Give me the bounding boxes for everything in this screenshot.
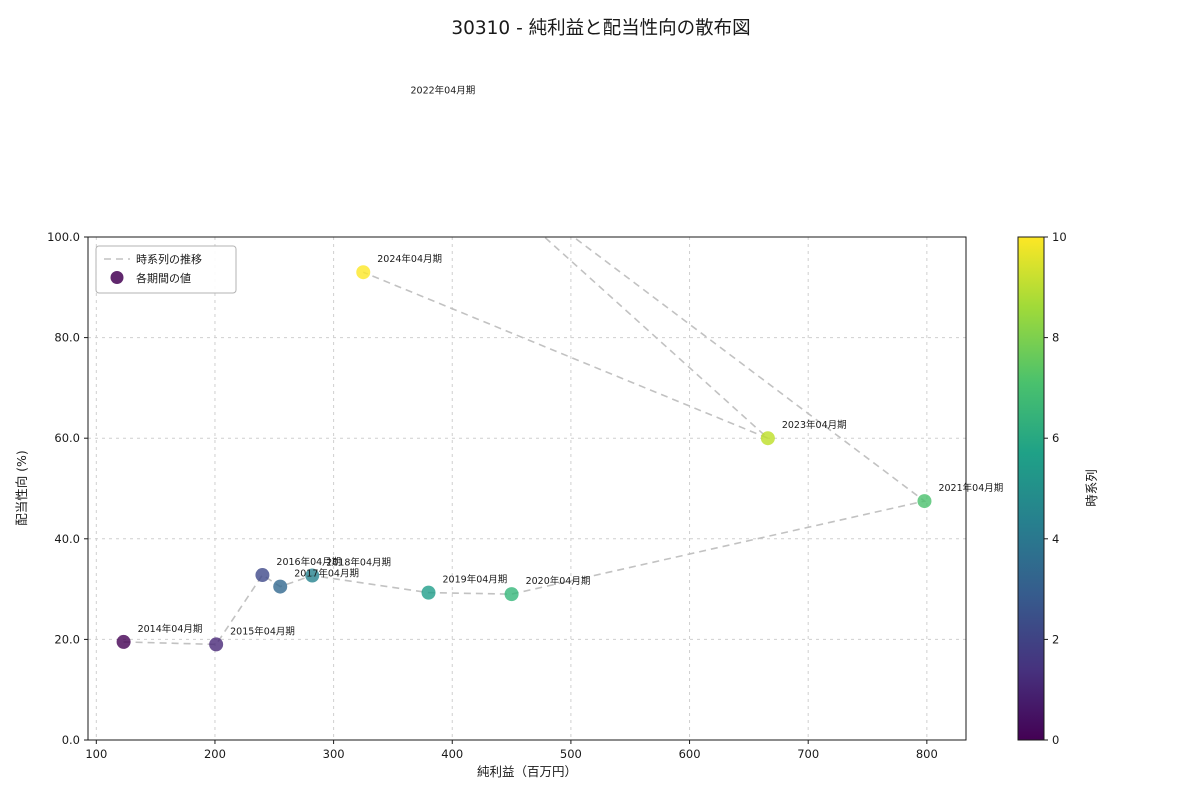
x-tick-label: 600 bbox=[679, 747, 701, 761]
y-tick-label: 100.0 bbox=[47, 230, 80, 244]
colorbar-tick-label: 6 bbox=[1052, 431, 1059, 445]
x-tick-label: 500 bbox=[560, 747, 582, 761]
x-tick-label: 200 bbox=[204, 747, 226, 761]
colorbar bbox=[1018, 237, 1044, 740]
x-tick-label: 400 bbox=[441, 747, 463, 761]
colorbar-tick-label: 10 bbox=[1052, 230, 1067, 244]
point-label: 2022年04月期 bbox=[410, 85, 475, 97]
y-tick-label: 20.0 bbox=[54, 632, 80, 646]
chart-generated-content: 2014年04月期 2015年04月期 2016年04月期2017年04月期2018… bbox=[47, 85, 1067, 761]
scatter-point-2020年04月期 bbox=[504, 587, 519, 602]
point-label: 2017年04月期 bbox=[294, 568, 359, 580]
point-label: 2015年04月期 bbox=[230, 625, 295, 637]
x-tick-label: 100 bbox=[85, 747, 107, 761]
x-axis-label: 純利益（百万円） bbox=[477, 764, 577, 779]
x-tick-label: 800 bbox=[916, 747, 938, 761]
y-tick-label: 0.0 bbox=[62, 733, 80, 747]
scatter-point-2014年04月期 bbox=[116, 634, 131, 649]
scatter-point-2022年04月期 bbox=[389, 97, 403, 111]
point-label: 2020年04月期 bbox=[526, 575, 591, 587]
colorbar-tick-label: 8 bbox=[1052, 331, 1059, 345]
colorbar-border bbox=[1017, 236, 1045, 741]
legend-box bbox=[95, 245, 237, 294]
points-group bbox=[116, 97, 932, 652]
scatter-point-2018年04月期 bbox=[305, 568, 320, 583]
scatter-point-2021年04月期 bbox=[917, 494, 932, 509]
x-tick-label: 700 bbox=[797, 747, 819, 761]
y-tick-label: 60.0 bbox=[54, 431, 80, 445]
point-label: 2019年04月期 bbox=[443, 574, 508, 586]
scatter-point-2024年04月期 bbox=[356, 265, 371, 280]
point-label: 2014年04月期 bbox=[138, 623, 203, 635]
plot-border bbox=[87, 236, 967, 741]
scatter-point-2023年04月期 bbox=[760, 431, 775, 446]
trend-line bbox=[123, 237, 927, 646]
scatter-point-2017年04月期 bbox=[273, 579, 288, 594]
scatter-point-2015年04月期 bbox=[209, 637, 224, 652]
legend-label-marker: 各期間の値 bbox=[136, 271, 191, 285]
legend-label-trend: 時系列の推移 bbox=[136, 252, 202, 266]
y-axis-label: 配当性向 (%) bbox=[14, 450, 29, 526]
x-tick-label: 300 bbox=[323, 747, 345, 761]
point-label: 2018年04月期 bbox=[326, 557, 391, 569]
scatter-point-2019年04月期 bbox=[421, 585, 436, 600]
legend-marker-sample bbox=[110, 271, 124, 284]
colorbar-label: 時系列 bbox=[1084, 469, 1099, 507]
y-tick-label: 40.0 bbox=[54, 532, 80, 546]
y-tick-label: 80.0 bbox=[54, 331, 80, 345]
point-label: 2021年04月期 bbox=[938, 482, 1003, 494]
colorbar-tick-label: 0 bbox=[1052, 733, 1059, 747]
point-label: 2023年04月期 bbox=[782, 419, 847, 431]
point-label: 2024年04月期 bbox=[377, 253, 442, 265]
point-label: 2016年04月期 bbox=[276, 556, 341, 568]
scatter-point-2016年04月期 bbox=[255, 568, 270, 583]
colorbar-tick-label: 2 bbox=[1052, 632, 1059, 646]
chart-title: 30310 - 純利益と配当性向の散布図 bbox=[451, 18, 750, 39]
colorbar-tick-label: 4 bbox=[1052, 532, 1059, 546]
